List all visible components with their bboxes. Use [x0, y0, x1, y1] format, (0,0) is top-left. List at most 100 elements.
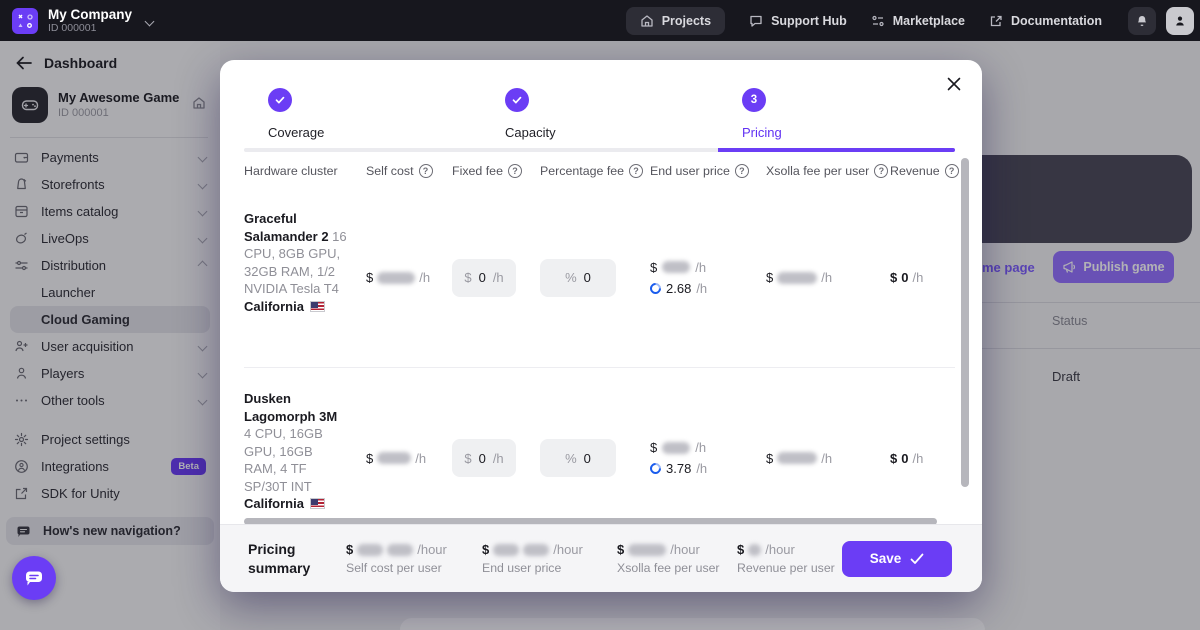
liveops-icon [14, 231, 31, 246]
sidebar-item-project-settings[interactable]: Project settings [0, 426, 220, 453]
currency-symbol: $ [366, 450, 374, 466]
promo-label: How's new navigation? [43, 524, 181, 538]
percent-symbol: % [565, 450, 577, 466]
percentage-fee-value: 0 [583, 270, 591, 285]
revenue-value: 0 [901, 270, 909, 285]
converted-price-value: 3.78 [666, 461, 692, 476]
summary-label: Revenue per user [737, 561, 835, 575]
col-percentage-fee: Percentage fee [540, 164, 625, 178]
summary-label: Self cost per user [346, 561, 442, 575]
company-name: My Company [48, 7, 133, 22]
new-navigation-promo[interactable]: How's new navigation? [6, 517, 214, 545]
save-button[interactable]: Save [842, 540, 952, 577]
unit-label: /h [415, 450, 427, 466]
cluster-specs: 4 CPU, 16GB GPU, 16GB RAM, 4 TF SP/30T I… [244, 426, 323, 494]
self-cost-cell: $ /h [366, 451, 452, 466]
step-capacity[interactable]: Capacity [481, 88, 718, 140]
wallet-icon [14, 150, 31, 165]
sidebar-item-launcher[interactable]: Launcher [0, 279, 220, 306]
redacted-value [493, 543, 520, 556]
notifications-button[interactable] [1128, 6, 1156, 35]
cluster-name: Dusken Lagomorph 3M [244, 391, 338, 424]
gamepad-icon [12, 87, 48, 123]
sidebar-item-items-catalog[interactable]: Items catalog [0, 198, 220, 225]
topbar-nav: Projects Support Hub Marketplace Documen… [625, 6, 1194, 35]
documentation-link[interactable]: Documentation [989, 14, 1102, 28]
step-number-circle: 3 [742, 88, 766, 112]
help-icon[interactable] [418, 164, 433, 178]
unit-label: /hour [553, 542, 583, 557]
step-done-circle [268, 88, 292, 112]
sidebar-item-storefronts[interactable]: Storefronts [0, 171, 220, 198]
redacted-value [662, 261, 691, 273]
help-icon[interactable] [874, 164, 889, 178]
currency-symbol: $ [890, 270, 898, 285]
sidebar-item-payments[interactable]: Payments [0, 144, 220, 171]
step-pricing[interactable]: 3 Pricing [718, 88, 955, 140]
pricing-summary-title: Pricing summary [248, 540, 311, 576]
help-icon[interactable] [734, 164, 749, 178]
game-page-link[interactable]: me page [982, 260, 1035, 275]
game-home-icon[interactable] [192, 96, 206, 115]
company-logo-icon[interactable] [12, 7, 38, 34]
projects-button[interactable]: Projects [625, 6, 726, 35]
currency-symbol: $ [890, 450, 898, 466]
self-cost-cell: $ /h [366, 270, 452, 285]
sidebar-item-players[interactable]: Players [0, 360, 220, 387]
fixed-fee-cell: $ 0 /h [452, 439, 540, 477]
col-end-user-price: End user price [650, 164, 730, 178]
fixed-fee-input[interactable]: $ 0 /h [452, 439, 516, 477]
step-coverage[interactable]: Coverage [244, 88, 481, 140]
account-button[interactable] [1166, 6, 1194, 35]
redacted-value [748, 543, 762, 556]
company-switcher-chevron-down-icon[interactable] [144, 12, 155, 30]
fixed-fee-input[interactable]: $ 0 /h [452, 258, 516, 297]
percentage-fee-input[interactable]: % 0 [540, 258, 616, 297]
publish-game-label: Publish game [1083, 260, 1165, 274]
percentage-fee-input[interactable]: % 0 [540, 439, 616, 477]
marketplace-label: Marketplace [892, 13, 966, 28]
percent-symbol: % [565, 270, 577, 285]
horizontal-scrollbar[interactable] [244, 518, 937, 525]
sidebar-item-label: Distribution [41, 258, 107, 273]
sidebar-item-integrations[interactable]: Integrations Beta [0, 453, 220, 480]
unit-label: /hour [765, 542, 795, 557]
unit-label: /h [912, 270, 924, 285]
fixed-fee-value: 0 [478, 450, 486, 466]
gear-icon [14, 432, 31, 447]
chat-icon [750, 15, 762, 27]
support-hub-link[interactable]: Support Hub [749, 14, 847, 28]
game-header: My Awesome Game ID 000001 [12, 83, 206, 127]
chat-bubble-icon [16, 524, 33, 539]
summary-self-cost: $ /hour Self cost per user [346, 542, 460, 575]
currency-symbol: $ [766, 450, 774, 466]
sidebar-item-sdk-for-unity[interactable]: SDK for Unity [0, 480, 220, 507]
help-icon[interactable] [629, 164, 644, 178]
beta-badge: Beta [171, 458, 206, 475]
cluster-location: California [244, 496, 304, 511]
background-card [400, 618, 985, 630]
sidebar-item-other-tools[interactable]: Other tools [0, 387, 220, 414]
external-link-icon [990, 15, 1002, 26]
dashboard-label: Dashboard [44, 55, 118, 71]
marketplace-link[interactable]: Marketplace [871, 14, 965, 28]
vertical-scrollbar[interactable] [961, 158, 969, 487]
sidebar-item-user-acquisition[interactable]: User acquisition [0, 333, 220, 360]
help-icon[interactable] [507, 164, 522, 178]
step-label: Pricing [742, 125, 782, 140]
save-label: Save [869, 551, 902, 566]
redacted-value [662, 441, 691, 454]
back-to-dashboard[interactable]: Dashboard [16, 51, 206, 75]
redacted-value [377, 452, 412, 464]
currency-symbol: $ [464, 270, 472, 285]
sidebar-item-distribution[interactable]: Distribution [0, 252, 220, 279]
close-button[interactable] [938, 68, 970, 100]
sidebar-item-liveops[interactable]: LiveOps [0, 225, 220, 252]
fixed-fee-value: 0 [478, 270, 486, 285]
support-chat-fab[interactable] [12, 556, 56, 600]
documentation-label: Documentation [1011, 13, 1102, 28]
help-icon[interactable] [944, 164, 959, 178]
sidebar-item-cloud-gaming[interactable]: Cloud Gaming [10, 306, 210, 333]
sidebar-item-label: User acquisition [41, 339, 134, 354]
publish-game-button[interactable]: Publish game [1053, 251, 1174, 283]
